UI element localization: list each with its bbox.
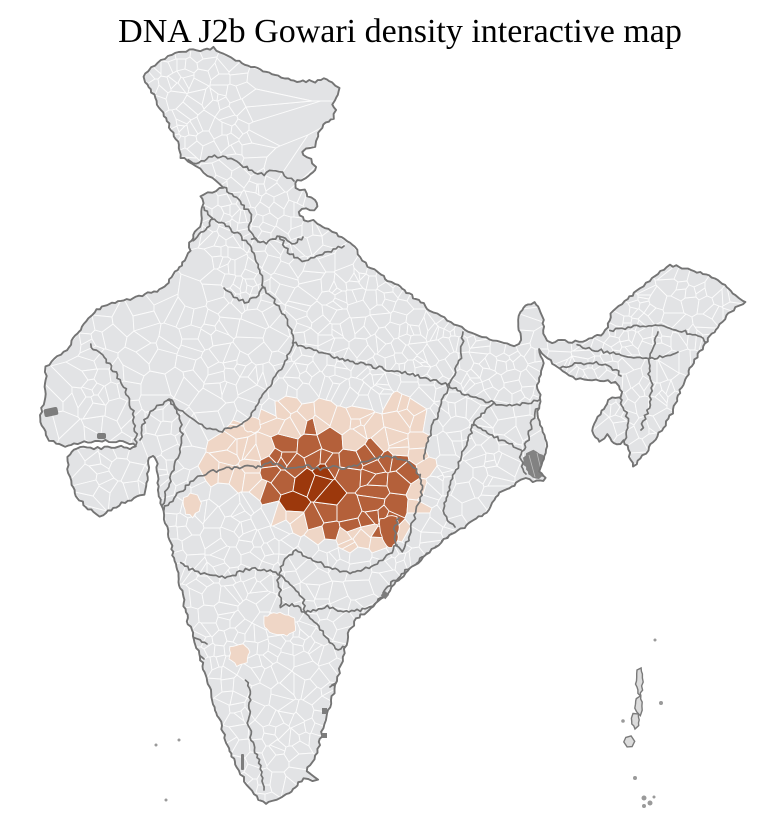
- svg-text:DNA J2b Gowari density interac: DNA J2b Gowari density interactive map: [118, 13, 682, 50]
